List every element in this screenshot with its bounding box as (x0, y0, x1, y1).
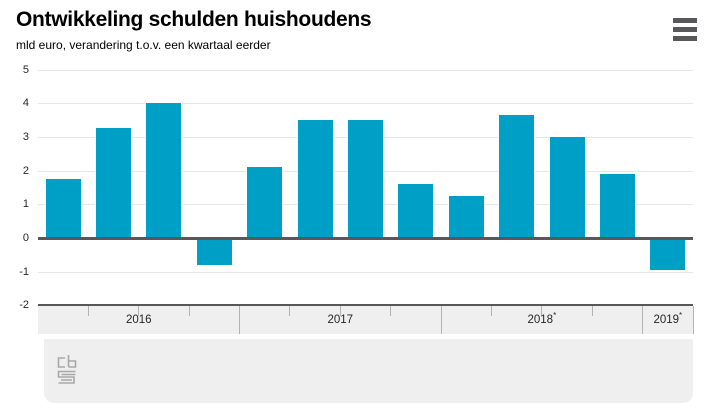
grid-line (38, 69, 693, 71)
bar-2016-K3[interactable] (145, 102, 183, 239)
provisional-marker: * (679, 311, 683, 321)
bar-2017-K3[interactable] (347, 118, 384, 239)
chart-footer (44, 339, 693, 403)
grid-line (38, 271, 693, 273)
bar-2018-K4[interactable] (598, 172, 636, 239)
bar-2018-K1[interactable] (447, 194, 485, 239)
y-axis-label: 1 (22, 198, 29, 211)
bar-2016-K4[interactable] (195, 238, 233, 266)
year-label-2017: 2017 (327, 314, 354, 326)
quarter-tick (541, 306, 543, 316)
y-axis-label: 5 (22, 63, 29, 76)
quarter-tick (390, 306, 392, 316)
bar-2018-K2[interactable] (498, 113, 536, 239)
quarter-tick (188, 306, 190, 316)
year-label-2018: 2018* (527, 311, 557, 326)
bar-2016-K2[interactable] (95, 127, 133, 239)
plot-area: 5 4 3 2 1 0 -1 -2 (19, 63, 693, 312)
provisional-marker: * (553, 311, 557, 321)
quarter-tick (87, 306, 89, 316)
chart-subtitle: mld euro, verandering t.o.v. een kwartaa… (16, 38, 271, 52)
quarter-tick (490, 306, 492, 316)
y-axis-label: 4 (22, 97, 29, 110)
bar-2018-K3[interactable] (548, 135, 586, 239)
y-axis-label: 0 (22, 232, 29, 245)
y-axis-label: -1 (19, 265, 29, 278)
cbs-logo (57, 355, 77, 384)
bar-2017-K1[interactable] (246, 166, 284, 239)
quarter-tick (591, 306, 593, 316)
year-label-2019: 2019* (653, 311, 683, 326)
bar-2017-K2[interactable] (296, 118, 334, 239)
chart-title: Ontwikkeling schulden huishoudens (16, 8, 372, 31)
x-axis-band: 2016 2017 2018* 2019* (38, 304, 694, 334)
quarter-tick (289, 306, 291, 316)
bar-2016-K1[interactable] (44, 177, 82, 239)
y-axis-label: 3 (22, 130, 29, 143)
quarter-tick (138, 306, 140, 316)
zero-axis-line (38, 237, 693, 241)
year-separator-tick (239, 306, 241, 334)
year-label-2016: 2016 (125, 314, 152, 326)
year-separator-tick (692, 306, 694, 334)
chart-menu-button[interactable] (671, 15, 699, 43)
bar-2019-K1[interactable] (649, 238, 687, 271)
y-axis-label: -2 (19, 299, 29, 312)
quarter-tick (339, 306, 341, 316)
year-separator-tick (440, 306, 442, 334)
y-axis-label: 2 (22, 164, 29, 177)
bar-2017-K4[interactable] (397, 182, 435, 239)
year-separator-tick (642, 306, 644, 334)
grid-line (38, 103, 693, 105)
